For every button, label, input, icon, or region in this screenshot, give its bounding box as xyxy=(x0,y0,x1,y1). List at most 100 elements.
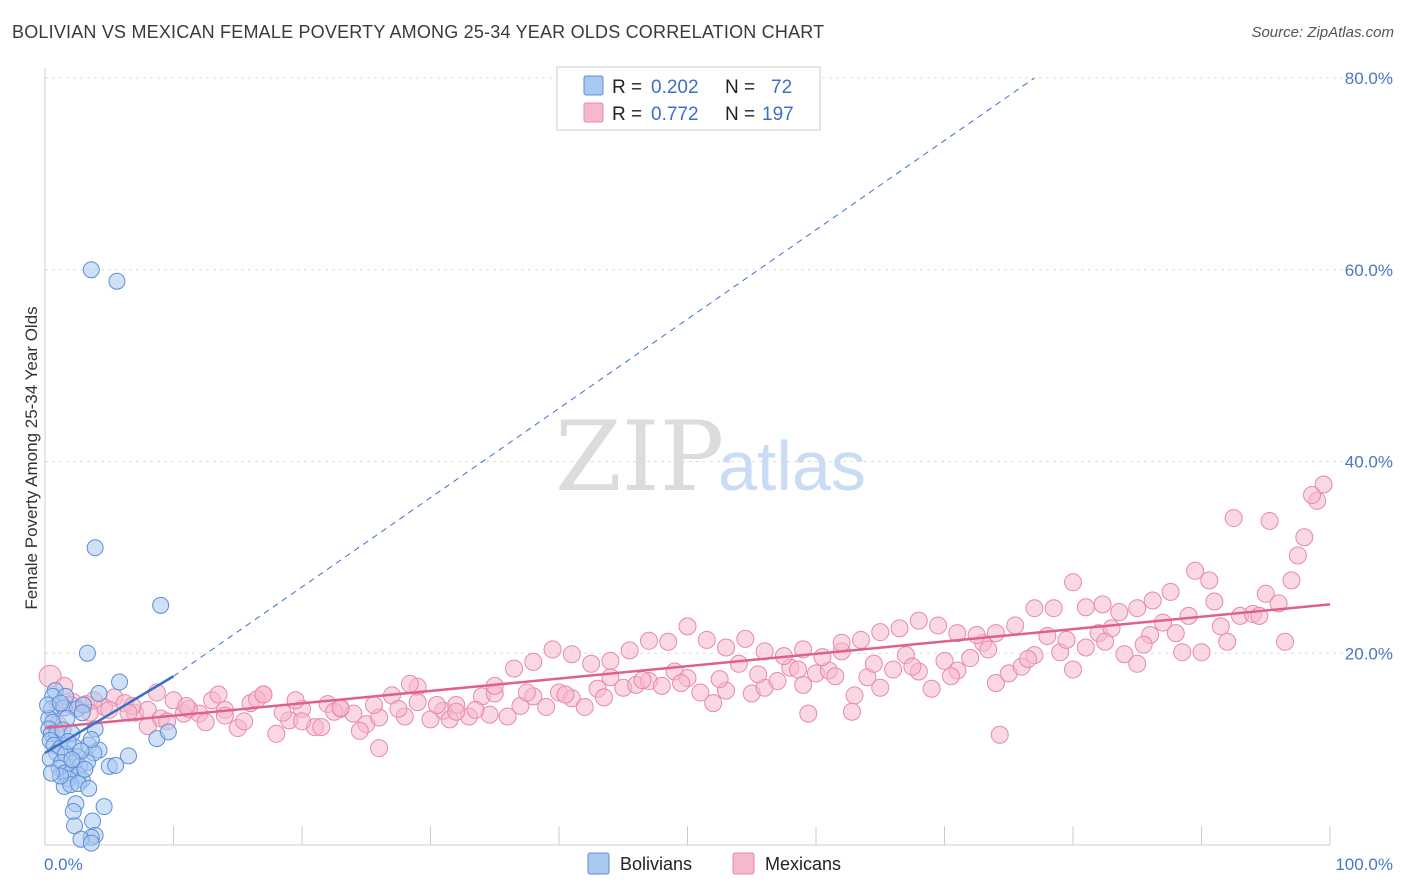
mexicans-point xyxy=(1211,617,1230,636)
y-tick-label: 40.0% xyxy=(1345,453,1393,472)
mexicans-point xyxy=(871,623,890,642)
bolivians-points xyxy=(39,261,177,852)
y-axis-tick-labels: 20.0% 40.0% 60.0% 80.0% xyxy=(1345,69,1393,663)
mexicans-point xyxy=(884,660,903,679)
x-axis-ticks: 0.0% 100.0% xyxy=(44,826,1393,874)
mexicans-point xyxy=(466,700,485,719)
watermark-zip: ZIP xyxy=(555,401,724,513)
watermark-atlas: atlas xyxy=(718,427,866,505)
y-axis-label: Female Poverty Among 25-34 Year Olds xyxy=(22,306,41,609)
mexicans-point xyxy=(562,645,581,664)
mexicans-point xyxy=(1205,592,1224,611)
mexicans-point xyxy=(704,694,723,713)
mexicans-point xyxy=(1161,582,1180,601)
mexicans-point xyxy=(524,652,543,671)
mexicans-point xyxy=(736,629,755,648)
mexicans-point xyxy=(851,630,870,649)
mexicans-point xyxy=(871,678,890,697)
mexicans-point xyxy=(633,671,652,690)
mexicans-point xyxy=(986,673,1005,692)
mexicans-point xyxy=(1260,511,1279,530)
mexicans-point xyxy=(813,648,832,667)
mexicans-point xyxy=(1143,591,1162,610)
legend-swatch-bolivians xyxy=(583,75,604,96)
mexicans-point xyxy=(979,640,998,659)
mexicans-point xyxy=(1093,595,1112,614)
bolivians-point xyxy=(107,756,125,774)
mexicans-point xyxy=(967,626,986,645)
legend-n-value-mexicans: 197 xyxy=(762,104,794,125)
mexicans-point xyxy=(842,702,861,721)
x-tick-label: 100.0% xyxy=(1335,855,1393,874)
bottom-legend-label-bolivians: Bolivians xyxy=(620,854,692,874)
bolivians-point xyxy=(82,731,100,749)
mexicans-point xyxy=(864,654,883,673)
bolivians-point xyxy=(82,261,100,279)
mexicans-point xyxy=(826,667,845,686)
mexicans-points xyxy=(38,475,1333,758)
bolivians-trend-line xyxy=(44,675,175,755)
legend-r-value-bolivians: 0.202 xyxy=(651,77,699,98)
mexicans-point xyxy=(447,702,466,721)
chart-title: BOLIVIAN VS MEXICAN FEMALE POVERTY AMONG… xyxy=(12,22,825,42)
mexicans-point xyxy=(1200,571,1219,590)
mexicans-point xyxy=(594,688,613,707)
mexicans-point xyxy=(1186,561,1205,580)
mexicans-point xyxy=(729,654,748,673)
legend-n-label-mexicans: N = xyxy=(725,104,755,125)
bottom-legend-swatch-bolivians xyxy=(587,852,610,875)
legend-r-value-mexicans: 0.772 xyxy=(651,104,699,125)
bolivians-point xyxy=(95,798,113,816)
watermark: ZIP atlas xyxy=(555,401,866,513)
bolivians-point xyxy=(120,747,138,765)
mexicans-point xyxy=(235,712,254,731)
bolivians-point xyxy=(73,704,91,722)
mexicans-point xyxy=(909,611,928,630)
mexicans-point xyxy=(331,698,350,717)
mexicans-point xyxy=(408,693,427,712)
mexicans-point xyxy=(254,685,273,704)
mexicans-point xyxy=(1076,638,1095,657)
mexicans-point xyxy=(1303,486,1322,505)
mexicans-point xyxy=(1256,584,1275,603)
legend-n-label-bolivians: N = xyxy=(725,77,755,98)
bolivians-point xyxy=(64,802,82,820)
x-tick-label: 0.0% xyxy=(44,855,83,874)
mexicans-point xyxy=(350,721,369,740)
bolivians-point xyxy=(108,272,126,290)
mexicans-point xyxy=(517,683,536,702)
mexicans-point xyxy=(659,632,678,651)
y-tick-label: 60.0% xyxy=(1345,261,1393,280)
mexicans-point xyxy=(961,649,980,668)
mexicans-point xyxy=(1224,509,1243,528)
mexicans-point xyxy=(672,673,691,692)
mexicans-point xyxy=(1166,624,1185,643)
legend-r-label-bolivians: R = xyxy=(612,77,642,98)
mexicans-point xyxy=(678,617,697,636)
mexicans-point xyxy=(1314,475,1333,494)
mexicans-point xyxy=(1276,632,1295,651)
mexicans-point xyxy=(749,665,768,684)
mexicans-point xyxy=(196,713,215,732)
bolivians-point xyxy=(84,812,102,830)
mexicans-point xyxy=(400,674,419,693)
mexicans-point xyxy=(1173,643,1192,662)
mexicans-trend-line xyxy=(44,603,1331,730)
mexicans-point xyxy=(177,696,196,715)
bolivians-point xyxy=(78,644,96,662)
mexicans-point xyxy=(1057,630,1076,649)
bolivians-point xyxy=(159,723,177,741)
mexicans-point xyxy=(543,640,562,659)
mexicans-point xyxy=(286,691,305,710)
mexicans-point xyxy=(948,624,967,643)
correlation-legend: R = 0.202 N = 72 R = 0.772 N = 197 xyxy=(556,66,821,131)
series-legend: Bolivians Mexicans xyxy=(587,852,841,875)
legend-n-value-bolivians: 72 xyxy=(771,77,792,98)
mexicans-point xyxy=(505,659,524,678)
bolivians-point xyxy=(152,596,170,614)
mexicans-point xyxy=(1006,616,1025,635)
mexicans-point xyxy=(293,712,311,731)
mexicans-point xyxy=(370,739,389,758)
mexicans-point xyxy=(1110,603,1129,622)
mexicans-point xyxy=(941,667,960,686)
